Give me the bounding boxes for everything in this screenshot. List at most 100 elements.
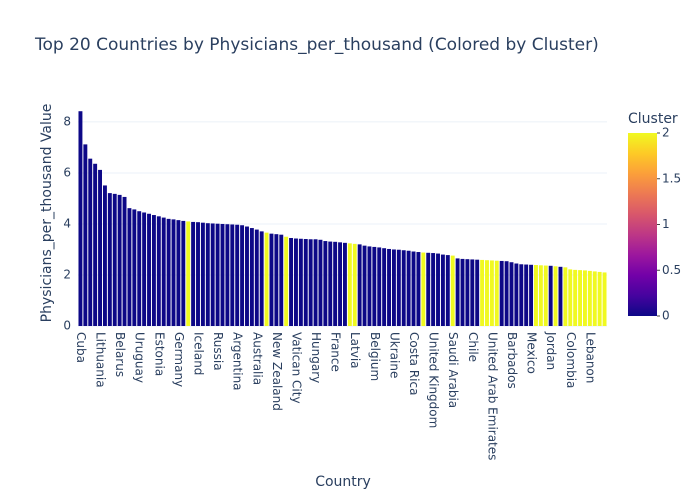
bar bbox=[357, 244, 362, 326]
bar bbox=[308, 239, 313, 326]
bar bbox=[137, 211, 142, 326]
x-tick-label: Cuba bbox=[74, 332, 88, 363]
bar bbox=[450, 255, 455, 326]
bar bbox=[166, 218, 171, 326]
bar bbox=[269, 233, 274, 326]
y-axis-title: Physicians_per_thousand Value bbox=[39, 104, 55, 323]
bar bbox=[323, 241, 328, 326]
x-tick-label: Barbados bbox=[505, 332, 519, 389]
bar bbox=[284, 236, 289, 326]
bar bbox=[475, 259, 480, 326]
bar bbox=[156, 216, 161, 326]
bar bbox=[249, 228, 254, 326]
bar bbox=[191, 221, 196, 326]
bar bbox=[509, 262, 514, 326]
bar bbox=[499, 260, 504, 326]
bar bbox=[142, 212, 147, 326]
bar bbox=[421, 252, 426, 326]
colorbar-title: Cluster bbox=[628, 111, 678, 127]
bar bbox=[205, 223, 210, 326]
bar bbox=[514, 263, 519, 326]
bar bbox=[431, 253, 436, 326]
chart-title: Top 20 Countries by Physicians_per_thous… bbox=[34, 35, 599, 55]
bar bbox=[215, 223, 220, 326]
bar bbox=[406, 250, 411, 326]
x-tick-label: Vatican City bbox=[289, 332, 303, 404]
bar bbox=[245, 226, 249, 326]
colorbar-tick-label: 0.5 bbox=[662, 263, 681, 277]
x-tick-label: Australia bbox=[250, 332, 264, 385]
bar bbox=[362, 245, 367, 326]
colorbar-tick-label: 2 bbox=[662, 126, 670, 140]
bar bbox=[387, 248, 391, 326]
bar bbox=[313, 239, 318, 326]
bar bbox=[83, 144, 88, 326]
bar bbox=[112, 193, 117, 326]
bar bbox=[186, 221, 191, 326]
x-tick-label: Hungary bbox=[309, 332, 323, 383]
x-tick-label: Uruguay bbox=[133, 332, 147, 383]
bar bbox=[460, 258, 465, 326]
bar bbox=[553, 266, 558, 326]
bar bbox=[117, 194, 122, 326]
bar bbox=[338, 242, 343, 326]
x-tick-label: Chile bbox=[466, 332, 480, 362]
x-tick-label: Jordan bbox=[544, 331, 558, 370]
bar bbox=[254, 229, 259, 326]
bar bbox=[440, 254, 445, 326]
colorbar-tick-label: 1.5 bbox=[662, 171, 681, 185]
bar bbox=[181, 220, 186, 326]
bar bbox=[465, 259, 470, 326]
bar bbox=[382, 248, 387, 326]
bar bbox=[274, 234, 279, 326]
bar bbox=[558, 266, 563, 326]
bar bbox=[102, 185, 107, 326]
bar bbox=[367, 246, 372, 326]
bar bbox=[161, 217, 166, 326]
x-tick-label: United Kingdom bbox=[427, 332, 441, 428]
colorbar-tick-label: 0 bbox=[662, 309, 670, 323]
bar bbox=[132, 209, 137, 326]
bar bbox=[480, 259, 485, 326]
bar bbox=[573, 269, 578, 326]
bar bbox=[264, 232, 269, 326]
bar bbox=[391, 249, 396, 326]
bar bbox=[597, 271, 602, 326]
bar bbox=[543, 265, 548, 326]
bar bbox=[524, 264, 529, 326]
bar bbox=[289, 237, 294, 326]
bar bbox=[303, 239, 308, 326]
bar bbox=[328, 241, 333, 326]
x-tick-label: Argentina bbox=[231, 332, 245, 391]
bar bbox=[230, 224, 235, 326]
bar bbox=[352, 243, 357, 326]
bar bbox=[171, 219, 176, 326]
bar bbox=[401, 250, 406, 326]
colorbar-tick-label: 1 bbox=[662, 217, 670, 231]
bar bbox=[298, 238, 303, 326]
bar bbox=[240, 225, 245, 326]
bar bbox=[416, 252, 421, 326]
bar bbox=[602, 272, 607, 326]
bar bbox=[78, 111, 83, 326]
bar bbox=[534, 265, 538, 326]
bar bbox=[225, 224, 230, 326]
x-tick-label: Colombia bbox=[564, 332, 578, 388]
bar bbox=[563, 267, 568, 326]
bar bbox=[98, 169, 103, 326]
bar bbox=[504, 261, 509, 326]
bar bbox=[494, 260, 499, 326]
bar bbox=[279, 234, 284, 326]
bar bbox=[396, 249, 401, 326]
bar bbox=[196, 222, 200, 326]
bar bbox=[294, 238, 298, 326]
x-tick-label: Lithuania bbox=[94, 332, 108, 388]
y-tick-label: 0 bbox=[63, 319, 71, 333]
x-tick-label: Belgium bbox=[368, 332, 382, 381]
bar bbox=[582, 270, 587, 326]
bar bbox=[485, 260, 489, 326]
x-tick-label: Costa Rica bbox=[407, 332, 421, 395]
bar bbox=[200, 222, 205, 326]
x-tick-label: New Zealand bbox=[270, 332, 284, 411]
